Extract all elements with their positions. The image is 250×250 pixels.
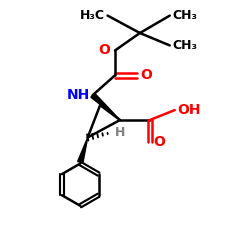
Text: CH₃: CH₃ xyxy=(172,9,197,22)
Text: O: O xyxy=(140,68,152,82)
Text: H₃C: H₃C xyxy=(80,9,105,22)
Text: OH: OH xyxy=(177,103,201,117)
Text: O: O xyxy=(99,44,110,58)
Polygon shape xyxy=(91,93,120,120)
Polygon shape xyxy=(78,138,88,163)
Text: NH: NH xyxy=(66,88,90,102)
Text: H: H xyxy=(115,126,126,139)
Text: CH₃: CH₃ xyxy=(172,39,197,52)
Text: O: O xyxy=(153,136,165,149)
